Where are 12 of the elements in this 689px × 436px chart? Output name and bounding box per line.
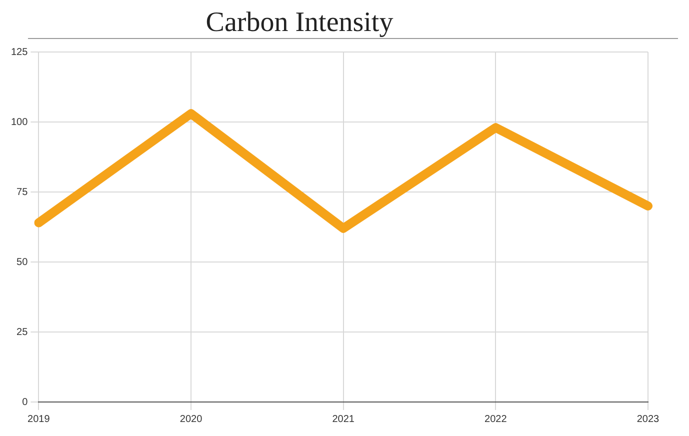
x-tick-label: 2020 [180, 414, 203, 425]
x-tick-label: 2021 [332, 414, 355, 425]
x-tick-label: 2019 [28, 414, 50, 425]
y-tick-label: 75 [16, 186, 28, 198]
x-tick-label: 2023 [636, 414, 660, 425]
y-tick-label: 125 [10, 46, 28, 58]
chart-title: Carbon Intensity [204, 7, 394, 38]
y-tick-label: 50 [16, 256, 28, 268]
y-tick-label: 100 [10, 116, 28, 128]
y-tick-label: 0 [22, 396, 28, 408]
x-tick-label: 2022 [484, 414, 508, 425]
y-tick-label: 25 [16, 326, 28, 338]
